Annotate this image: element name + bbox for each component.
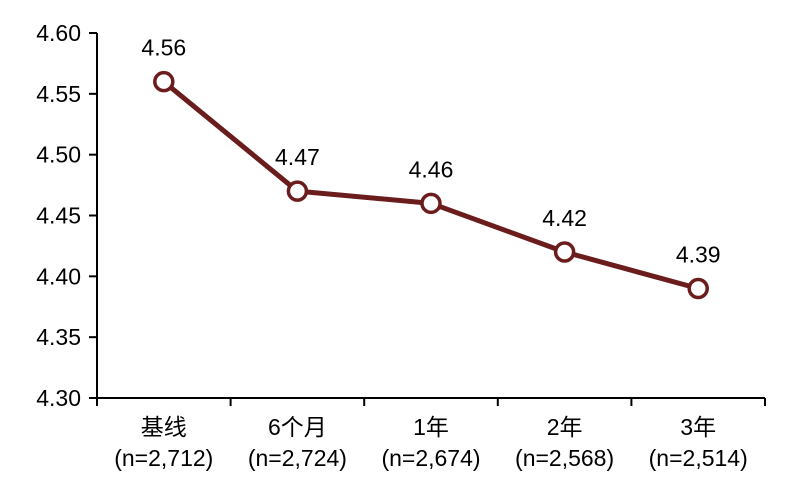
x-axis-n-label: (n=2,674) [381,445,480,471]
x-axis-n-label: (n=2,724) [248,445,347,471]
x-axis-category-label: 3年 [680,414,716,440]
x-axis-category-label: 基线 [141,414,187,440]
y-axis-tick-label: 4.55 [36,81,81,107]
x-axis-category-label: 6个月 [268,414,327,440]
data-point-label: 4.56 [141,35,186,61]
data-point-label: 4.42 [542,205,587,231]
x-axis-category-label: 2年 [547,414,583,440]
data-point-label: 4.47 [275,144,320,170]
y-axis-tick-label: 4.40 [36,263,81,289]
series-line [161,79,701,291]
y-axis-tick-label: 4.35 [36,324,81,350]
data-point-marker [153,70,175,93]
y-axis-tick-label: 4.60 [36,20,81,46]
x-axis-n-label: (n=2,514) [649,445,748,471]
data-point-marker [687,277,709,300]
x-axis-n-label: (n=2,568) [515,445,614,471]
y-axis-tick-label: 4.50 [36,142,81,168]
x-axis-category-label: 1年 [413,414,449,440]
y-axis-tick-label: 4.45 [36,203,81,229]
y-axis-tick-label: 4.30 [36,385,81,411]
data-point-marker [286,180,309,202]
data-point-label: 4.39 [676,242,721,268]
x-axis-n-label: (n=2,712) [114,445,213,471]
data-point-marker [553,241,576,263]
data-point-label: 4.46 [409,156,454,182]
data-point-marker [420,192,442,215]
